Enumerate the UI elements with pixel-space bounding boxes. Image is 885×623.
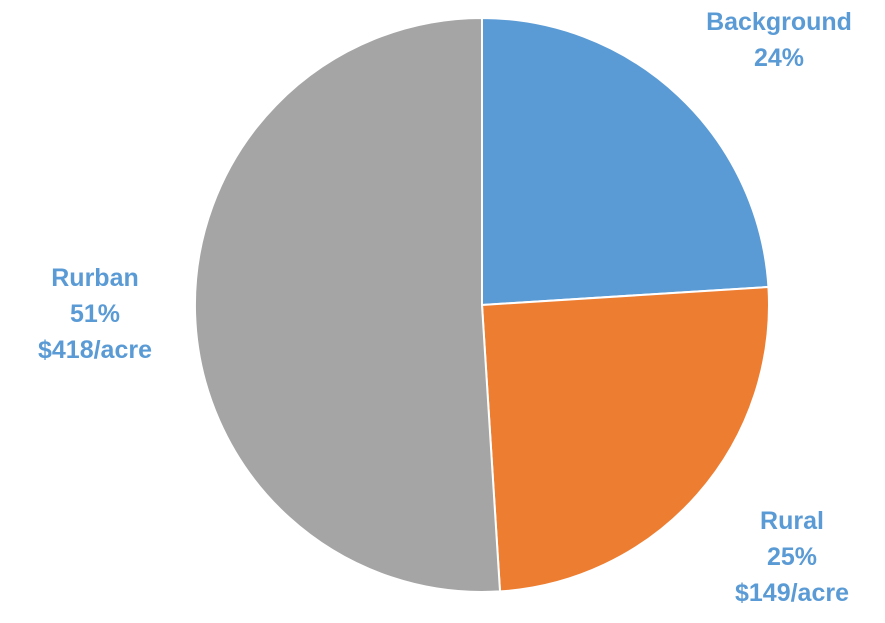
slice-name-background: Background (706, 8, 852, 36)
data-label-rurban: Rurban 51% $418/acre (38, 260, 152, 368)
slice-percent-rurban: 51% (69, 300, 121, 328)
slice-extra-rurban: $418/acre (37, 336, 153, 364)
data-label-background: Background 24% (706, 4, 852, 76)
slice-percent-background: 24% (753, 44, 805, 72)
data-label-rural: Rural 25% $149/acre (735, 503, 849, 611)
pie-slice-rural (480, 285, 770, 593)
pie-slice-rurban (193, 16, 502, 593)
slice-percent-rural: 25% (766, 543, 818, 571)
pie-slice-background (481, 16, 770, 307)
slice-name-rurban: Rurban (51, 264, 139, 292)
slice-extra-rural: $149/acre (734, 579, 850, 607)
slice-name-rural: Rural (760, 507, 824, 535)
